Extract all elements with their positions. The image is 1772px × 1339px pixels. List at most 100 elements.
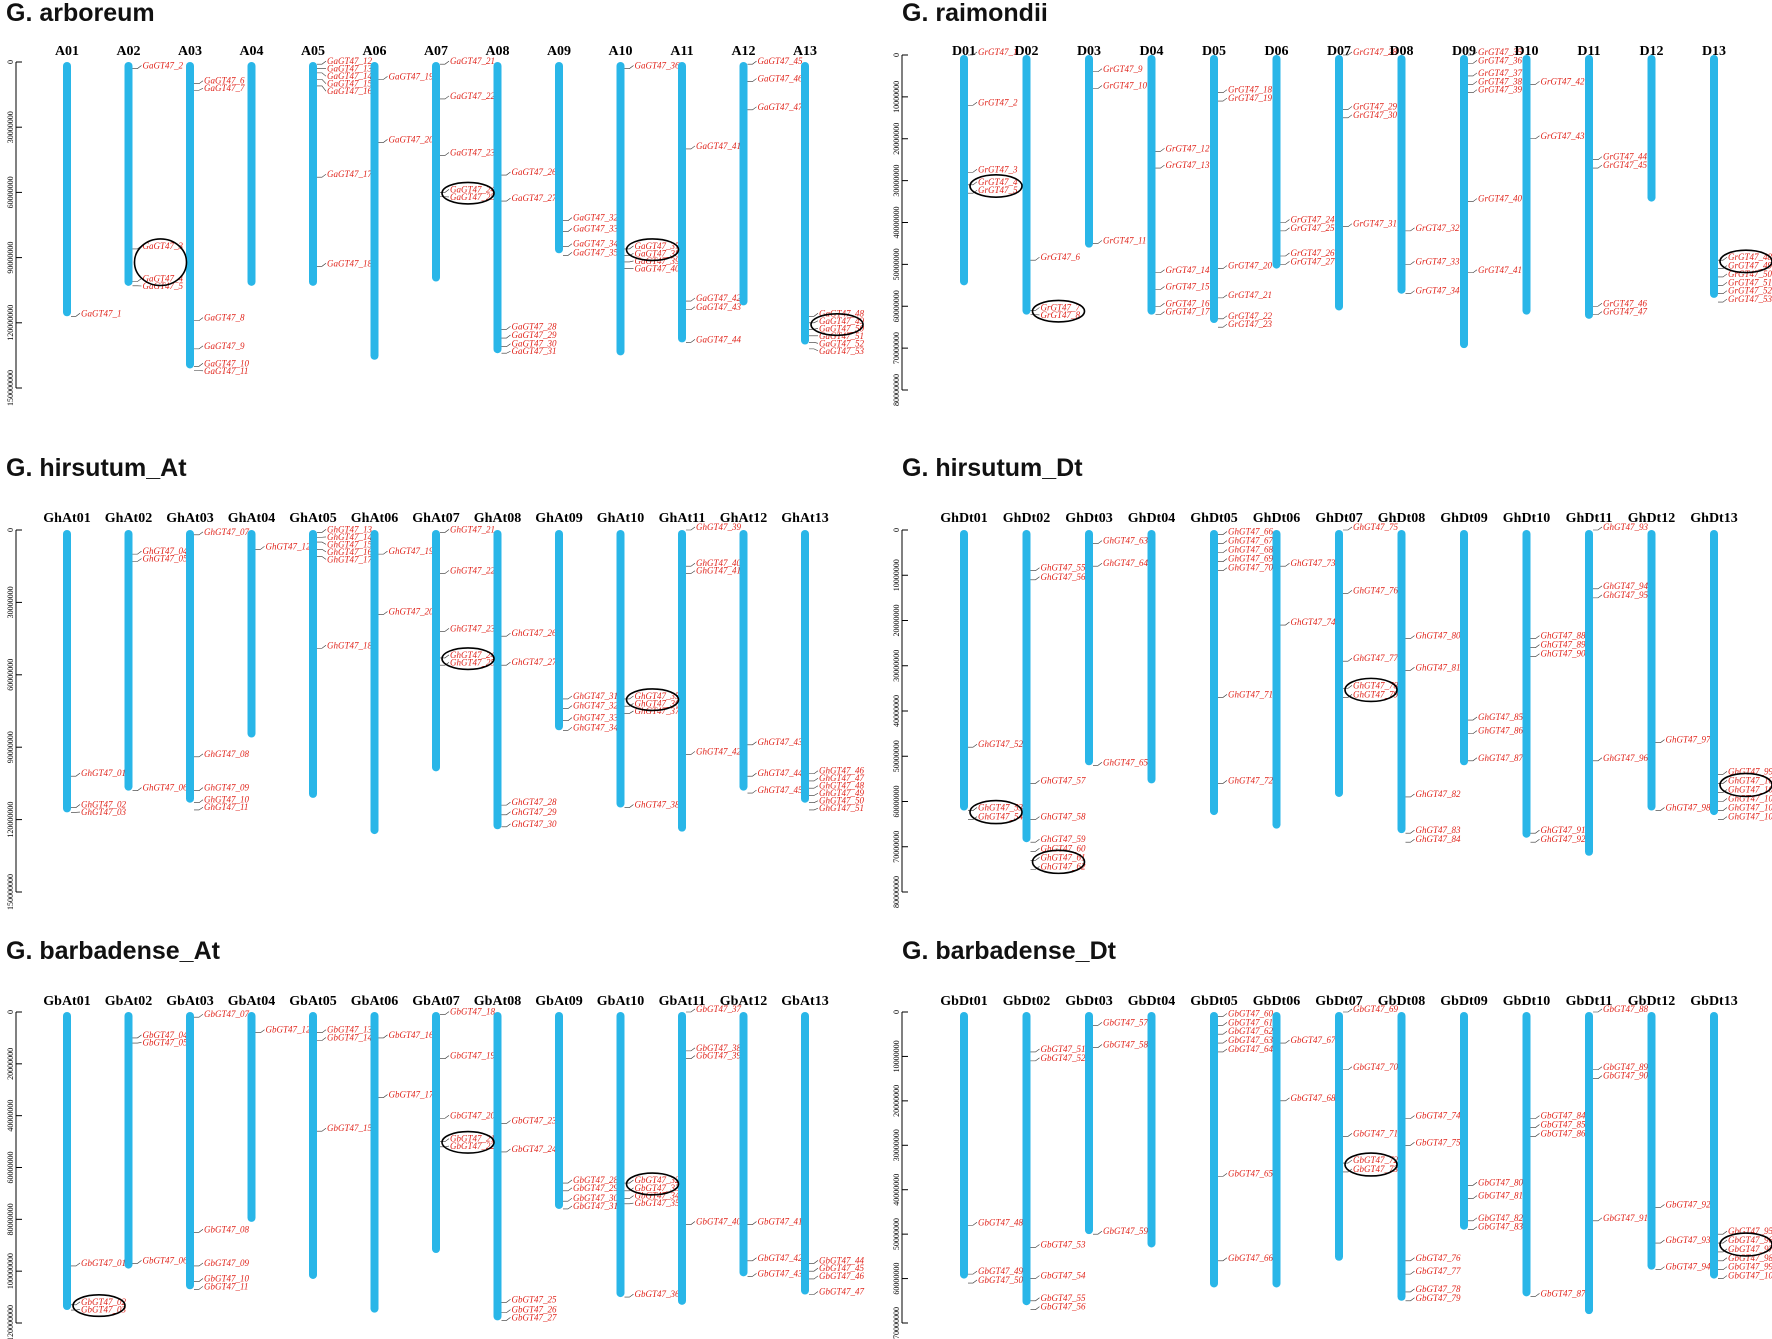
axis-tick-label: 70000000 xyxy=(892,831,901,863)
gene-connector xyxy=(1218,1039,1228,1044)
chromosome-bar xyxy=(186,1012,194,1290)
gene-connector xyxy=(1343,1168,1353,1173)
gene-label: GhGT47_86 xyxy=(1478,726,1524,736)
gene-label: GhGT47_90 xyxy=(1541,649,1587,659)
gene-connector xyxy=(1155,303,1165,307)
gene-label: GbGT47_17 xyxy=(389,1090,435,1100)
gene-label: GhGT47_75 xyxy=(1353,522,1399,532)
axis-tick-label: 10000000 xyxy=(892,81,901,113)
chromosome-label: GhDt02 xyxy=(1003,511,1050,526)
gene-connector xyxy=(1343,694,1353,698)
panel-title-barbadense-at: G. barbadense_At xyxy=(6,937,220,965)
gene-connector xyxy=(563,217,573,221)
gene-label: GhGT47_79 xyxy=(1353,689,1399,699)
chromosome-bar xyxy=(1022,55,1031,315)
gene-connector xyxy=(1093,240,1103,244)
axis-tick-label: 60000000 xyxy=(6,659,15,691)
chromosome-label: GhAt09 xyxy=(535,511,582,526)
chromosome-label: GbDt02 xyxy=(1003,994,1050,1009)
chromosome-bar xyxy=(739,62,748,306)
gene-label: GhGT47_61 xyxy=(1041,852,1086,862)
gene-connector xyxy=(1530,81,1540,85)
gene-label: GbGT47_08 xyxy=(204,1224,250,1234)
gene-connector xyxy=(1655,1266,1665,1270)
gene-label: GhGT47_33 xyxy=(573,713,619,723)
gene-connector xyxy=(132,65,142,69)
chromosome-label: GhDt08 xyxy=(1378,511,1425,526)
gene-connector xyxy=(71,1262,81,1267)
gene-label: GhGT47_06 xyxy=(143,783,189,793)
chromosome-label: GbDt10 xyxy=(1503,994,1550,1009)
gene-connector xyxy=(132,1260,142,1264)
gene-connector xyxy=(563,705,573,709)
gene-connector xyxy=(194,1013,204,1018)
gene-label: GbGT47_41 xyxy=(758,1217,803,1227)
axis-tick-label: 40000000 xyxy=(6,1100,15,1132)
gene-label: GaGT47_31 xyxy=(512,346,557,356)
gene-label: GaGT47_29 xyxy=(512,330,558,340)
gene-connector xyxy=(317,1037,327,1041)
gene-connector xyxy=(968,1279,978,1284)
gene-connector xyxy=(968,743,978,748)
gene-label: GhGT47_54 xyxy=(978,812,1024,822)
gene-connector xyxy=(1218,1013,1228,1017)
chromosome-label: GhDt07 xyxy=(1315,511,1362,526)
axis-tick-label: 30000000 xyxy=(6,111,15,143)
gene-label: GaGT47_32 xyxy=(573,213,619,223)
tandem-cluster-ring xyxy=(1031,849,1086,875)
gene-connector xyxy=(624,804,634,808)
gene-label: GrGT47_23 xyxy=(1228,319,1273,329)
chromosome-label: GhAt13 xyxy=(781,511,828,526)
gene-connector xyxy=(440,1055,450,1059)
gene-connector xyxy=(317,79,327,84)
gene-connector xyxy=(686,1047,696,1052)
axis-tick-label: 80000000 xyxy=(892,374,901,406)
gene-label: GbGT47_56 xyxy=(1041,1302,1087,1312)
gene-label: GhGT47_25 xyxy=(450,657,496,667)
chromosome-bar xyxy=(1272,55,1281,269)
gene-label: GbGT47_32 xyxy=(635,1175,681,1185)
gene-connector xyxy=(194,1286,204,1290)
gene-label: GbGT47_64 xyxy=(1228,1044,1274,1054)
gene-label: GaGT47_53 xyxy=(819,346,865,356)
axis-tick-label: 120000000 xyxy=(6,802,15,838)
gene-label: GrGT47_5 xyxy=(978,185,1018,195)
gene-label: GbGT47_65 xyxy=(1228,1168,1274,1178)
gene-connector xyxy=(1093,762,1103,766)
tandem-cluster-ring xyxy=(1344,677,1398,703)
chromosome-label: GhAt01 xyxy=(43,511,90,526)
gene-connector xyxy=(1093,68,1103,73)
axis-tick-label: 90000000 xyxy=(6,731,15,763)
gene-label: GhGT47_58 xyxy=(1041,812,1087,822)
chromosome-bar xyxy=(1335,1012,1343,1261)
gene-connector xyxy=(563,243,573,248)
gene-connector xyxy=(440,60,450,65)
gene-label: GrGT47_46 xyxy=(1603,298,1648,308)
chromosome-label: A02 xyxy=(116,44,140,59)
tandem-cluster-ring xyxy=(1719,772,1772,798)
axis-tick-label: 80000000 xyxy=(6,1203,15,1235)
gene-connector xyxy=(194,1229,204,1233)
gene-label: GaGT47_14 xyxy=(327,71,373,81)
chromosome-bar xyxy=(1147,530,1156,784)
gene-label: GaGT47_44 xyxy=(696,334,742,344)
gene-connector xyxy=(809,770,819,775)
gene-label: GhGT47_99 xyxy=(1728,766,1772,776)
gene-label: GrGT47_52 xyxy=(1728,286,1772,296)
gene-label: GbGT47_53 xyxy=(1041,1239,1087,1249)
chromosome-bar xyxy=(739,1012,748,1277)
axis-tick-label: 40000000 xyxy=(892,695,901,727)
gene-label: GhGT47_98 xyxy=(1666,803,1712,813)
chromosome-bar xyxy=(63,530,71,813)
chromosome-bar xyxy=(1522,1012,1531,1297)
gene-label: GbGT47_93 xyxy=(1666,1235,1712,1245)
chromosome-bar xyxy=(1272,1012,1281,1288)
axis-tick-label: 70000000 xyxy=(892,332,901,364)
gene-connector xyxy=(747,741,757,746)
gene-label: GbGT47_81 xyxy=(1478,1191,1523,1201)
gene-label: GrGT47_17 xyxy=(1166,307,1211,317)
gene-label: GhGT47_57 xyxy=(1041,775,1087,785)
gene-connector xyxy=(378,611,388,615)
gene-connector xyxy=(1218,1022,1228,1026)
gene-connector xyxy=(1405,1257,1415,1262)
